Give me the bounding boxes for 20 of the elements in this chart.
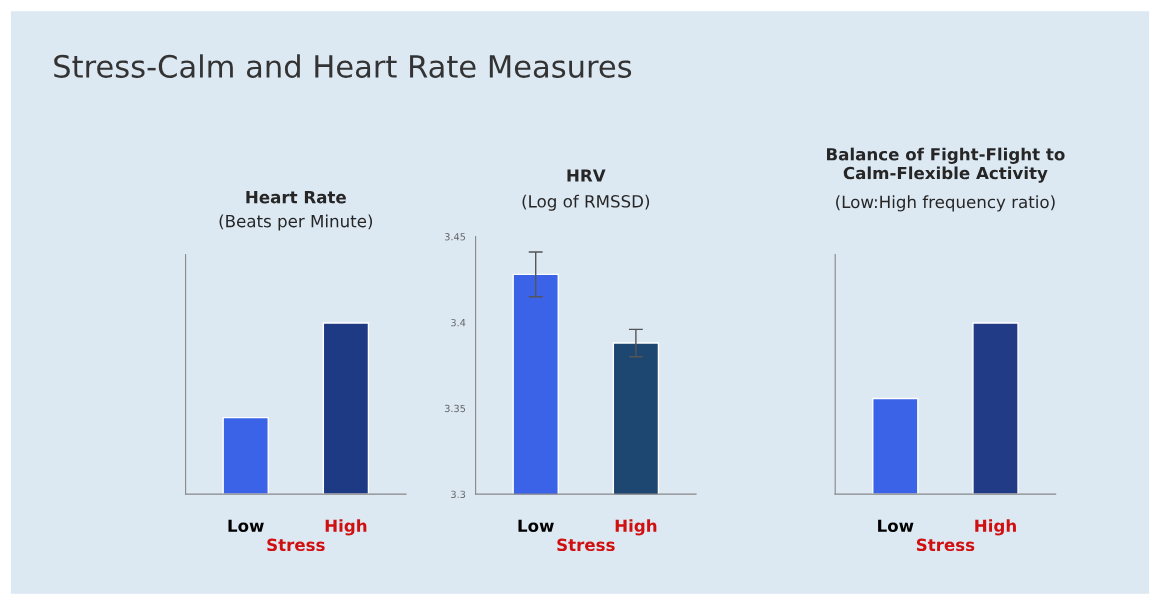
text: Stress-Calm and Heart Rate Measures (54, 54, 632, 78)
chart-title: HRV (567, 169, 606, 182)
x-tick-label: High (325, 519, 367, 536)
x-axis-title: Stress (267, 538, 325, 552)
y-tick-label: 3.4 (451, 318, 466, 327)
chart-title: Heart Rate (246, 191, 346, 204)
x-tick-label: High (615, 519, 657, 536)
x-axis-title: Stress (916, 538, 975, 552)
x-tick-label: Low (518, 519, 554, 533)
x-tick-label: High (975, 519, 1016, 536)
y-tick-label: 3.3 (451, 490, 466, 499)
x-tick-label: Low (228, 519, 264, 533)
y-tick-label: 3.45 (444, 233, 466, 241)
chart-title: Balance of Fight-Flight to Calm-Flexible Activity (827, 147, 1065, 183)
chart-subtitle: (Beats per Minute) (219, 214, 373, 231)
y-tick-label: 3.35 (444, 404, 466, 413)
x-tick-label: Low (878, 519, 914, 533)
chart-subtitle: (Log of RMSSD) (522, 194, 650, 211)
chart-subtitle: (Low:High frequency ratio) (836, 195, 1055, 212)
x-axis-title: Stress (557, 538, 615, 552)
